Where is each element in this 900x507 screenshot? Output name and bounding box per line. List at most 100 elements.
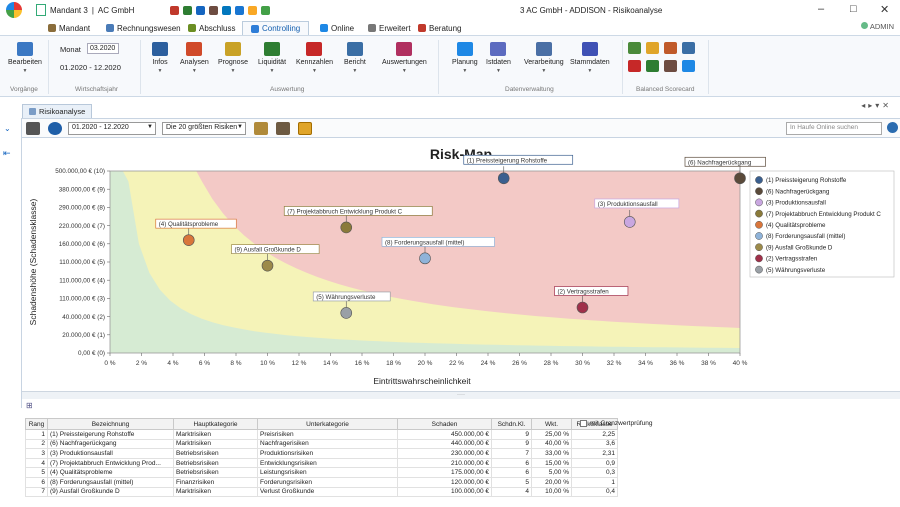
tab-erweitert[interactable]: Erweitert [360, 21, 419, 35]
qat-globe-icon[interactable] [222, 5, 232, 15]
collapse-panel-icon[interactable]: ⇤ [3, 148, 11, 158]
legend-item: (3) Produktionsausfall [766, 200, 826, 207]
riskmap-view-icon[interactable] [298, 122, 312, 135]
point-label-box [155, 218, 237, 229]
risk-point[interactable] [340, 221, 353, 234]
table-row[interactable]: 4 (7) Projektabbruch Entwicklung Prod... B… [25, 457, 618, 469]
close-button[interactable]: ✕ [880, 4, 890, 16]
scorecard-icon[interactable] [628, 60, 641, 72]
left-sidebar: ⌄ ⇤ [0, 118, 22, 408]
monat-input[interactable]: 03.2020 [87, 43, 119, 54]
scorecard-icon[interactable] [646, 60, 659, 72]
column-header[interactable]: Hauptkategorie [173, 418, 258, 430]
grid-options-icon[interactable]: ⊞ [26, 401, 33, 410]
ribbon-auswertungen-button[interactable]: Auswertungen ▼ [382, 42, 427, 74]
risk-point[interactable] [340, 307, 353, 319]
tab-rechnungswesen[interactable]: Rechnungswesen [98, 21, 189, 35]
column-header[interactable]: Wkt. [531, 418, 572, 430]
app-logo-icon[interactable] [6, 2, 22, 18]
risk-point[interactable] [576, 301, 589, 314]
tab-beratung[interactable]: Beratung [410, 21, 469, 35]
legend-marker [755, 265, 763, 274]
x-tick-label: 26 % [512, 360, 527, 367]
ribbon-stammdaten-button[interactable]: Stammdaten ▼ [570, 42, 610, 74]
scale-icon[interactable] [254, 122, 268, 135]
grenzwert-checkbox[interactable]: mit Grenzwertprüfung [580, 420, 653, 427]
maximize-button[interactable]: □ [850, 3, 857, 15]
table-row[interactable]: 6 (8) Forderungsausfall (mittel) Finanzris… [25, 476, 618, 488]
y-tick-label: 110.000,00 € (4) [59, 277, 105, 284]
qat-word-icon[interactable] [196, 5, 206, 15]
bearbeiten-button[interactable]: Bearbeiten ▼ [8, 42, 42, 74]
qat-help-icon[interactable] [235, 5, 245, 15]
table-cell: 100.000,00 € [397, 486, 492, 498]
tab-mandant[interactable]: Mandant [40, 21, 98, 35]
scorecard-icon[interactable] [682, 42, 695, 54]
filter-select[interactable]: Die 20 größten Risiken ▼ [162, 122, 246, 135]
table-cell: Preisrisiken [257, 429, 398, 440]
column-header[interactable]: Rang [25, 418, 48, 430]
search-input[interactable]: In Haufe Online suchen [786, 122, 882, 135]
tools-icon[interactable] [276, 122, 290, 135]
ribbon-bericht-button[interactable]: Bericht ▼ [344, 42, 366, 74]
ribbon-istdaten-button[interactable]: Istdaten ▼ [486, 42, 511, 74]
table-row[interactable]: 5 (4) Qualitätsprobleme Betriebsrisiken Lei… [25, 467, 618, 478]
ribbon-infos-button[interactable]: Infos ▼ [152, 42, 168, 74]
tab-controlling[interactable]: Controlling [242, 21, 310, 35]
mandant-label: Mandant 3 [50, 5, 88, 15]
table-row[interactable]: 1 (1) Preissteigerung Rohstoffe Marktrisik… [25, 429, 618, 440]
ribbon-analysen-button[interactable]: Analysen ▼ [180, 42, 209, 74]
qat-excel-icon[interactable] [183, 5, 193, 15]
ribbon-prognose-button[interactable]: Prognose ▼ [218, 42, 248, 74]
ribbon-liquidität-button[interactable]: Liquidität ▼ [258, 42, 286, 74]
qat-calc-icon[interactable] [209, 5, 219, 15]
column-header[interactable]: Schaden [397, 418, 492, 430]
qat-bulb-icon[interactable] [248, 5, 258, 15]
ribbon-verarbeitung-button[interactable]: Verarbeitung ▼ [524, 42, 564, 74]
qat-refresh-icon[interactable] [261, 5, 271, 15]
print-icon[interactable] [26, 122, 40, 135]
scorecard-icon[interactable] [664, 42, 677, 54]
table-row[interactable]: 3 (3) Produktionsausfall Betriebsrisiken Pr… [25, 448, 618, 459]
risk-point[interactable] [419, 252, 431, 265]
table-cell: Forderungsrisiken [257, 476, 398, 488]
scorecard-icon[interactable] [646, 42, 659, 54]
tab-risikoanalyse[interactable]: Risikoanalyse [22, 104, 93, 118]
minimize-button[interactable]: – [818, 3, 825, 15]
scorecard-icon[interactable] [682, 60, 695, 72]
splitter[interactable]: ···· [22, 391, 900, 399]
wj-range[interactable]: 01.2020 - 12.2020 [60, 63, 121, 72]
checkbox-box[interactable] [580, 420, 587, 427]
planung-icon [456, 42, 473, 56]
tab-abschluss[interactable]: Abschluss [180, 21, 243, 35]
y-tick-label: 160.000,00 € (6) [59, 241, 105, 248]
ribbon-kennzahlen-button[interactable]: Kennzahlen ▼ [296, 42, 333, 74]
risk-map-svg: 0 % 2 % 4 % 6 % 8 % 10 % 12 % 14 % 16 % 18 % 20 % 2… [28, 146, 895, 386]
ribbon-planung-button[interactable]: Planung ▼ [452, 42, 478, 74]
risk-point[interactable] [261, 259, 274, 272]
risk-point[interactable] [497, 172, 510, 185]
column-header[interactable]: Bezeichnung [47, 418, 174, 430]
point-label-box [463, 154, 574, 165]
chevron-down-icon[interactable]: ⌄ [4, 124, 11, 133]
risk-point[interactable] [623, 216, 636, 228]
point-label: (4) Qualitätsprobleme [159, 221, 219, 228]
panel-controls[interactable]: ◂▸▾✕ [861, 101, 892, 110]
risk-point[interactable] [734, 172, 746, 185]
qat-pdf-icon[interactable] [170, 5, 180, 15]
scorecard-icon[interactable] [628, 42, 641, 54]
risk-point[interactable] [182, 234, 195, 246]
table-row[interactable]: 7 (9) Ausfall Großkunde D Marktrisiken Verl… [25, 486, 618, 498]
column-header[interactable]: Schdn.Kl. [491, 418, 532, 430]
search-icon[interactable] [887, 122, 898, 133]
y-tick-label: 20.000,00 € (1) [62, 332, 105, 339]
x-tick-label: 10 % [260, 360, 275, 367]
refresh-icon[interactable] [48, 122, 62, 135]
table-cell: 120.000,00 € [397, 476, 492, 488]
point-label: (2) Vertragsstrafen [558, 289, 610, 296]
table-row[interactable]: 2 (6) Nachfragerückgang Marktrisiken Nachfr… [25, 438, 618, 450]
period-select[interactable]: 01.2020 - 12.2020 ▼ [68, 122, 156, 135]
scorecard-icon[interactable] [664, 60, 677, 72]
column-header[interactable]: Unterkategorie [257, 418, 398, 430]
tab-online[interactable]: Online [312, 21, 362, 35]
